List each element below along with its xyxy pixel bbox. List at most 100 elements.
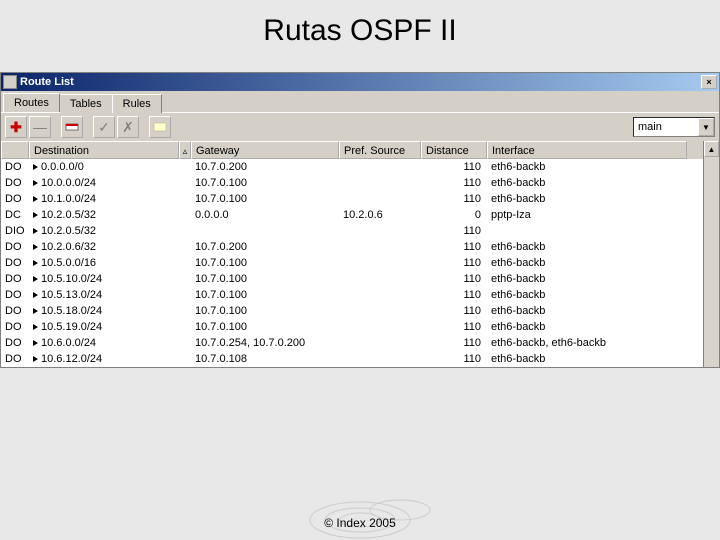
table-row[interactable]: DO10.6.12.0/2410.7.0.108110eth6-backb [1,351,703,367]
grid-header: Destination ▵ Gateway Pref. Source Dista… [1,141,703,159]
cell-sort-gap [179,271,191,287]
cell-interface: eth6-backb [487,159,687,175]
col-prefsource[interactable]: Pref. Source [339,141,421,159]
cell-prefsource [339,335,421,351]
cell-prefsource [339,287,421,303]
cell-gateway [191,223,339,239]
tab-routes[interactable]: Routes [3,93,60,112]
route-arrow-icon [33,324,38,330]
col-distance[interactable]: Distance [421,141,487,159]
tabs: Routes Tables Rules [1,91,719,112]
slide-footer: © Index 2005 [0,516,720,530]
cell-distance: 110 [421,239,487,255]
cell-distance: 110 [421,191,487,207]
cell-gateway: 10.7.0.100 [191,175,339,191]
route-arrow-icon [33,196,38,202]
table-row[interactable]: DO10.0.0.0/2410.7.0.100110eth6-backb [1,175,703,191]
cell-flag: DO [1,303,29,319]
cell-flag: DIO [1,223,29,239]
cell-gateway: 10.7.0.200 [191,159,339,175]
cell-flag: DO [1,271,29,287]
cell-interface: eth6-backb [487,255,687,271]
tab-tables[interactable]: Tables [59,94,113,113]
cell-prefsource [339,351,421,367]
cell-destination: 10.6.12.0/24 [29,351,179,367]
flag-icon [65,122,79,132]
cell-flag: DO [1,175,29,191]
cell-prefsource [339,175,421,191]
cell-flag: DO [1,335,29,351]
table-row[interactable]: DC10.2.0.5/320.0.0.010.2.0.60pptp-Iza [1,207,703,223]
table-row[interactable]: DIO10.2.0.5/32110 [1,223,703,239]
disable-button[interactable]: ✗ [117,116,139,138]
cell-distance: 0 [421,207,487,223]
cell-prefsource [339,303,421,319]
chevron-down-icon[interactable]: ▼ [698,118,714,136]
comment-button[interactable] [149,116,171,138]
cell-prefsource [339,191,421,207]
col-interface[interactable]: Interface [487,141,687,159]
col-gateway[interactable]: Gateway [191,141,339,159]
cell-sort-gap [179,287,191,303]
vertical-scrollbar[interactable]: ▲ [703,141,719,367]
table-row[interactable]: DO10.5.19.0/2410.7.0.100110eth6-backb [1,319,703,335]
cell-sort-gap [179,159,191,175]
cell-sort-gap [179,223,191,239]
cell-sort-gap [179,335,191,351]
cell-sort-gap [179,303,191,319]
cell-gateway: 10.7.0.100 [191,319,339,335]
titlebar[interactable]: Route List × [1,73,719,91]
col-flag[interactable] [1,141,29,159]
cell-flag: DO [1,255,29,271]
col-destination[interactable]: Destination [29,141,179,159]
table-row[interactable]: DO10.1.0.0/2410.7.0.100110eth6-backb [1,191,703,207]
cell-sort-gap [179,207,191,223]
cell-interface: eth6-backb [487,351,687,367]
table-row[interactable]: DO10.5.18.0/2410.7.0.100110eth6-backb [1,303,703,319]
cell-sort-gap [179,255,191,271]
cell-interface: eth6-backb [487,175,687,191]
window-icon [3,75,17,89]
route-arrow-icon [33,244,38,250]
cell-distance: 110 [421,351,487,367]
table-row[interactable]: DO10.5.0.0/1610.7.0.100110eth6-backb [1,255,703,271]
cell-sort-gap [179,319,191,335]
grid-body: DO0.0.0.0/010.7.0.200110eth6-backbDO10.0… [1,159,703,367]
col-sort-indicator[interactable]: ▵ [179,141,191,159]
flag-button[interactable] [61,116,83,138]
table-row[interactable]: DO10.6.0.0/2410.7.0.254, 10.7.0.200110et… [1,335,703,351]
cell-prefsource: 10.2.0.6 [339,207,421,223]
route-arrow-icon [33,340,38,346]
table-row[interactable]: DO0.0.0.0/010.7.0.200110eth6-backb [1,159,703,175]
table-select[interactable]: main ▼ [633,117,715,137]
scroll-track[interactable] [704,157,719,367]
scroll-up-button[interactable]: ▲ [704,141,719,157]
cell-distance: 110 [421,223,487,239]
cell-destination: 0.0.0.0/0 [29,159,179,175]
cell-destination: 10.2.0.5/32 [29,207,179,223]
cell-prefsource [339,271,421,287]
cell-destination: 10.2.0.6/32 [29,239,179,255]
route-arrow-icon [33,228,38,234]
cell-flag: DO [1,191,29,207]
cell-flag: DO [1,239,29,255]
table-row[interactable]: DO10.5.10.0/2410.7.0.100110eth6-backb [1,271,703,287]
close-button[interactable]: × [701,75,717,89]
cell-destination: 10.5.0.0/16 [29,255,179,271]
tab-rules[interactable]: Rules [112,94,162,113]
cell-gateway: 10.7.0.100 [191,255,339,271]
table-row[interactable]: DO10.2.0.6/3210.7.0.200110eth6-backb [1,239,703,255]
enable-button[interactable]: ✓ [93,116,115,138]
cell-flag: DO [1,287,29,303]
route-arrow-icon [33,292,38,298]
add-button[interactable]: ✚ [5,116,27,138]
slide-title: Rutas OSPF II [0,0,720,66]
cell-interface: eth6-backb [487,191,687,207]
cell-destination: 10.5.19.0/24 [29,319,179,335]
remove-button[interactable]: — [29,116,51,138]
cell-distance: 110 [421,175,487,191]
cell-interface: eth6-backb, eth6-backb [487,335,687,351]
table-row[interactable]: DO10.5.13.0/2410.7.0.100110eth6-backb [1,287,703,303]
cell-distance: 110 [421,287,487,303]
cell-distance: 110 [421,335,487,351]
